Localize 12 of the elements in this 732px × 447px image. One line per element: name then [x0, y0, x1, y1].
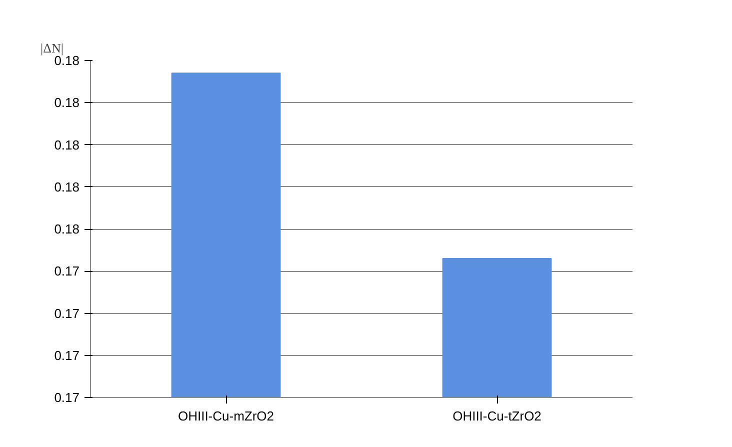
y-tick-label: 0.18: [54, 222, 80, 236]
y-tick-label: 0.17: [54, 390, 80, 405]
y-tick-label: 0.18: [54, 95, 80, 110]
y-tick-label: 0.18: [54, 137, 80, 152]
y-tick-label: 0.18: [54, 53, 80, 68]
x-tick-label: OHIII-Cu-mZrO2: [178, 408, 274, 424]
y-tick-label: 0.18: [54, 179, 80, 194]
y-axis-title: |ΔN|: [40, 40, 64, 56]
x-tick-label: OHIII-Cu-tZrO2: [452, 408, 542, 424]
y-tick-label: 0.17: [54, 264, 80, 279]
y-tick-label: 0.17: [54, 306, 80, 321]
y-tick-label: 0.17: [54, 348, 80, 363]
